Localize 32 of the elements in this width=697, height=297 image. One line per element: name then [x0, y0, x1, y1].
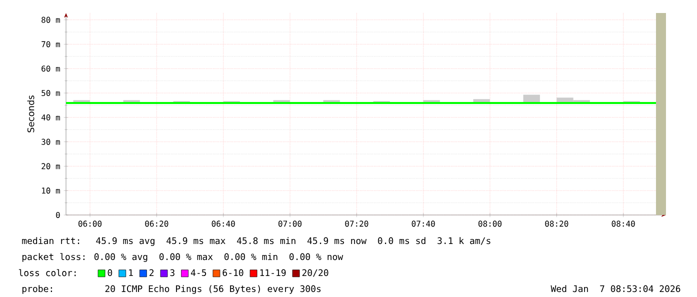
text: median rtt: 45.9 ms avg 45.9 ms max 45.8 ms min 45.9 ms now 0.0 ms sd 3.1 k am/s: [22, 237, 490, 246]
legend-label: 0: [108, 269, 112, 276]
legend-label: 1: [129, 269, 133, 276]
y-tick-label: 10 m: [42, 188, 60, 194]
legend-label: 3: [170, 269, 174, 276]
text: packet loss: 0.00 % avg 0.00 % max 0.00 % min 0.00 % now: [22, 253, 344, 262]
legend-label: 2: [150, 269, 154, 276]
x-tick-label: 07:00: [278, 220, 302, 227]
x-tick-label: 08:00: [478, 220, 502, 227]
legend-label: 4-5: [190, 269, 206, 276]
y-tick-label: 60 m: [42, 66, 60, 72]
x-tick-label: 06:40: [212, 220, 235, 227]
x-tick-label: 06:00: [78, 220, 102, 227]
y-tick-label: 70 m: [42, 41, 60, 48]
y-tick-label: 0: [56, 212, 60, 218]
x-tick-label: 06:20: [145, 220, 168, 227]
y-tick-label: 80 m: [42, 16, 60, 23]
x-tick-label: 07:40: [412, 220, 435, 227]
y-tick-label: 50 m: [42, 90, 60, 96]
x-tick-label: 07:20: [345, 220, 368, 227]
legend-label: 11-19: [260, 269, 286, 276]
y-tick-label: 20 m: [42, 163, 60, 170]
legend-label: 6-10: [222, 269, 244, 276]
text: probe: 20 ICMP Echo Pings (56 Bytes) every 300s: [22, 285, 321, 294]
y-axis-title: Seconds: [27, 96, 34, 132]
text: Wed Jan 7 08:53:04 2026: [550, 285, 680, 292]
y-tick-label: 30 m: [42, 138, 60, 145]
y-tick-label: 40 m: [41, 114, 60, 120]
x-tick-label: 08:20: [545, 220, 568, 227]
x-tick-label: 08:40: [612, 220, 635, 227]
legend-label: 20/20: [302, 269, 328, 277]
legend-title: loss color:: [18, 269, 76, 276]
